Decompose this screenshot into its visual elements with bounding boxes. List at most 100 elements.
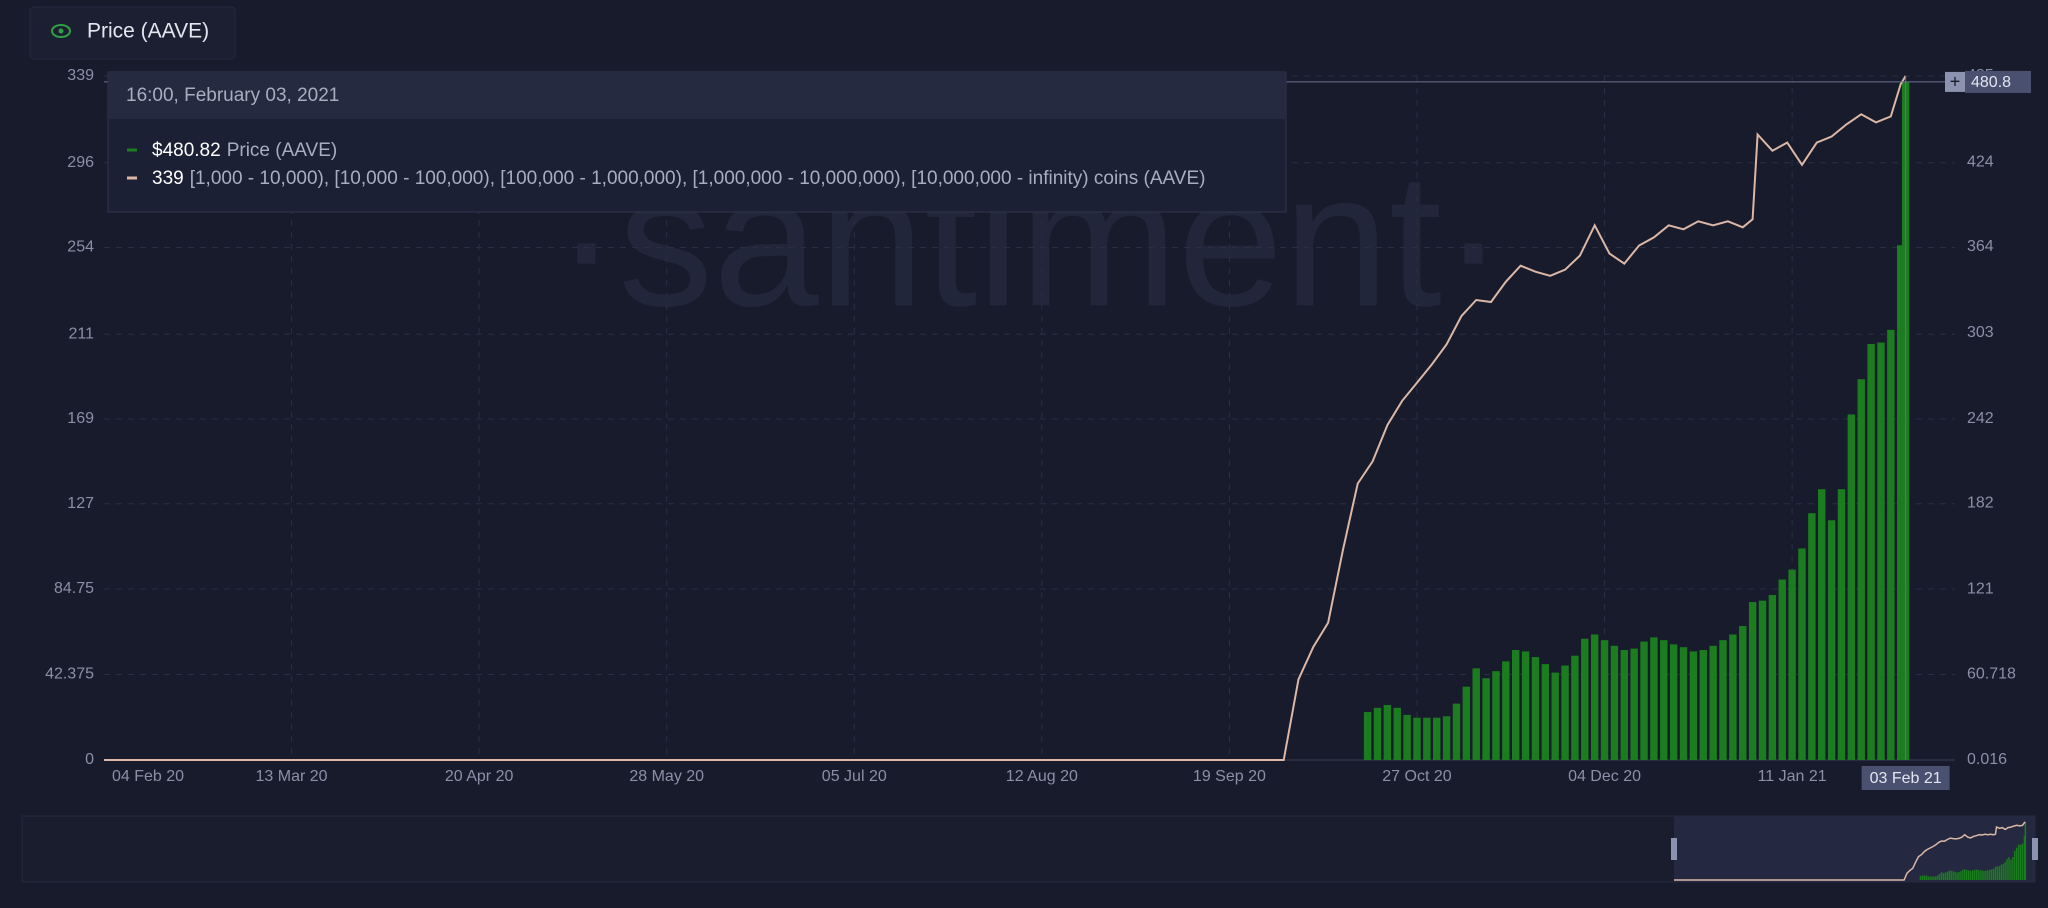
navigator-bar xyxy=(1985,870,1987,880)
legend-eye-icon[interactable] xyxy=(51,24,71,38)
navigator-bar xyxy=(2012,857,2014,880)
bar xyxy=(1561,665,1569,760)
bar xyxy=(1699,650,1707,760)
bar xyxy=(1867,343,1875,760)
bar xyxy=(1798,548,1806,760)
bar xyxy=(1847,414,1856,760)
bar xyxy=(1610,645,1619,760)
navigator-handle[interactable] xyxy=(2032,838,2038,860)
legend-box[interactable] xyxy=(29,6,236,60)
navigator-bar xyxy=(1944,872,1947,880)
navigator-bar xyxy=(1927,876,1929,880)
x-tick-label: 04 Feb 20 xyxy=(112,768,184,785)
bar xyxy=(1689,651,1698,760)
navigator-bar xyxy=(1933,876,1935,880)
bar xyxy=(1502,661,1510,760)
navigator-bar xyxy=(2008,857,2010,880)
navigator-bar xyxy=(2015,847,2018,880)
bar xyxy=(1403,714,1411,760)
bar xyxy=(1620,650,1628,760)
bar xyxy=(1433,717,1441,760)
bar xyxy=(1581,638,1589,760)
bar xyxy=(1442,716,1451,760)
bar xyxy=(1788,569,1796,760)
bar xyxy=(1719,640,1727,760)
bar xyxy=(1827,520,1836,760)
crosshair-add-icon: + xyxy=(1950,72,1961,92)
navigator-bar xyxy=(1940,872,1943,880)
bar xyxy=(1758,600,1767,760)
bar xyxy=(1571,655,1579,760)
navigator-bar xyxy=(2006,859,2008,880)
x-tick-label: 04 Dec 20 xyxy=(1568,768,1641,785)
navigator-bar xyxy=(1973,869,1976,880)
navigator-bar xyxy=(1960,871,1962,880)
navigator-bar xyxy=(1965,869,1968,880)
navigator-bar xyxy=(1923,875,1926,880)
crosshair-x-label: 03 Feb 21 xyxy=(1870,770,1942,787)
crosshair-y-label: 480.8 xyxy=(1971,74,2011,91)
y-tick-label: 127 xyxy=(67,495,94,512)
plot-area: 0 42.375 84.75 127 169 211 254 296 339 0.016 60.71… xyxy=(45,67,2031,790)
tooltip-series-name: [1,000 - 10,000), [10,000 - 100,000), [1… xyxy=(190,168,1206,189)
bar xyxy=(1452,703,1461,760)
x-tick-label: 28 May 20 xyxy=(629,768,704,785)
y-tick-label: 0 xyxy=(85,751,94,768)
y-tick-label: 84.75 xyxy=(54,580,94,597)
navigator-bar xyxy=(1919,875,1922,880)
navigator-bar xyxy=(1948,870,1951,880)
bar xyxy=(1640,641,1648,760)
navigator-bar xyxy=(1938,873,1941,880)
navigator-bar xyxy=(1979,870,1981,880)
navigator-bar xyxy=(1952,871,1954,880)
navigator-bar xyxy=(2019,844,2022,880)
navigator-bar xyxy=(2017,844,2020,880)
bar xyxy=(1531,657,1540,760)
bar xyxy=(1650,637,1658,760)
crosshair-add-button[interactable] xyxy=(1945,71,1965,92)
bar xyxy=(1590,634,1599,760)
bar xyxy=(1768,595,1777,760)
bar xyxy=(1472,668,1480,760)
bar xyxy=(1808,513,1816,760)
navigator-bar xyxy=(1958,871,1960,880)
bar xyxy=(1857,379,1865,760)
navigator-bar xyxy=(1929,876,1931,880)
navigator-bar xyxy=(1956,872,1958,880)
crosshair-y-label-box xyxy=(1965,70,2031,93)
crosshair-x-label-box xyxy=(1861,766,1950,790)
navigator-bar xyxy=(1954,871,1956,880)
navigator-bar xyxy=(1935,876,1937,880)
bar xyxy=(1897,245,1905,761)
tooltip-value: 339 xyxy=(152,168,184,189)
legend-label[interactable]: Price (AAVE) xyxy=(87,20,209,43)
navigator-bar xyxy=(1925,875,1927,880)
y2-tick-label: 0.016 xyxy=(1967,751,2007,768)
navigator-bar xyxy=(1969,870,1972,880)
tooltip-date: 16:00, February 03, 2021 xyxy=(126,85,339,106)
bar xyxy=(1383,705,1392,760)
bar xyxy=(1600,640,1609,760)
bar xyxy=(1551,672,1559,760)
navigator-bar xyxy=(1946,871,1949,880)
navigator-bar xyxy=(1998,866,2001,880)
y2-tick-label: 60.718 xyxy=(1967,666,2016,683)
bar xyxy=(1630,648,1638,760)
x-tick-label: 27 Oct 20 xyxy=(1382,768,1451,785)
bar xyxy=(1541,664,1550,760)
y-tick-label: 169 xyxy=(67,410,94,427)
navigator-bar xyxy=(1971,870,1974,880)
y-tick-label: 42.375 xyxy=(45,666,94,683)
bar xyxy=(1679,647,1688,760)
tooltip: 16:00, February 03, 2021 $480.82 Price (… xyxy=(107,71,1287,213)
y2-tick-label: 182 xyxy=(1967,495,1994,512)
navigator-handle[interactable] xyxy=(1671,838,1677,860)
navigator-bar xyxy=(1987,870,1989,880)
navigator-bar xyxy=(1942,873,1945,880)
navigator-bar xyxy=(2004,862,2006,880)
navigator-bar xyxy=(1964,869,1966,880)
y-tick-label: 254 xyxy=(67,239,94,256)
navigator-bar xyxy=(1967,870,1970,880)
bar xyxy=(1729,634,1737,760)
